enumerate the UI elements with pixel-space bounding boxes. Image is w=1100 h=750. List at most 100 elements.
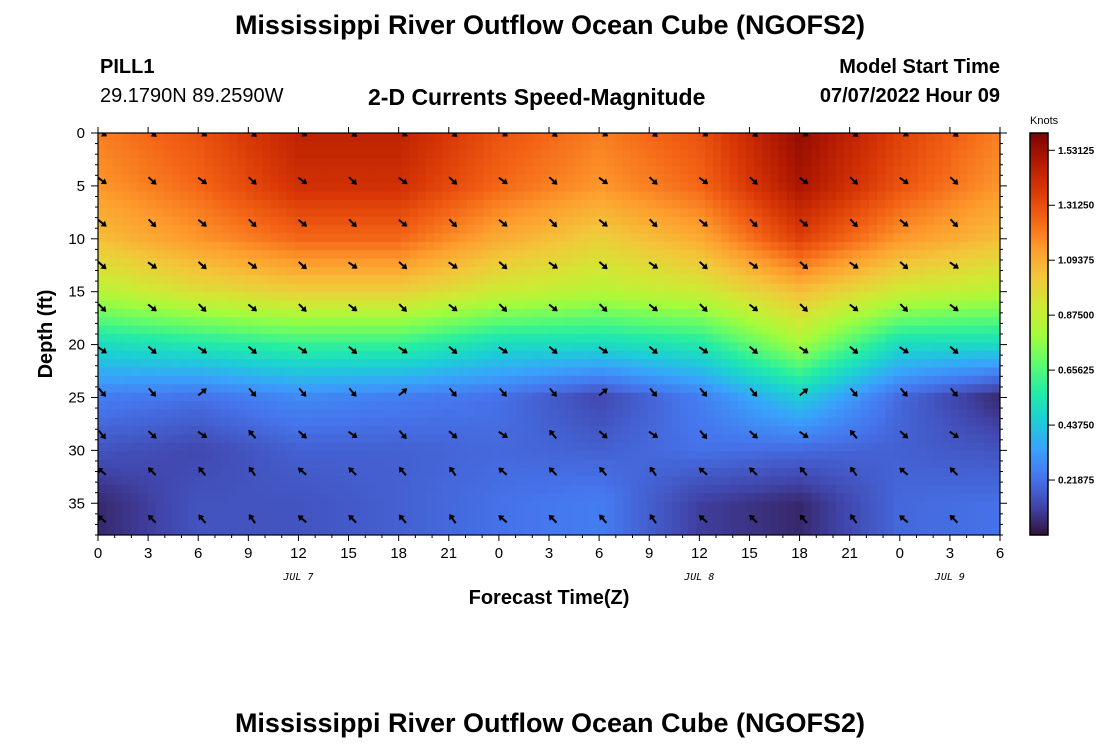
heat-cell xyxy=(434,250,443,260)
heat-cell xyxy=(253,409,263,419)
heat-cell xyxy=(598,484,607,494)
heat-cell xyxy=(836,442,845,452)
heat-cell xyxy=(688,442,698,452)
heat-cell xyxy=(942,459,952,469)
heat-cell xyxy=(130,183,140,193)
heat-cell xyxy=(262,367,271,377)
heat-cell xyxy=(959,375,968,385)
heat-cell xyxy=(565,174,575,184)
heat-cell xyxy=(696,149,706,159)
heat-cell xyxy=(139,241,148,251)
heat-cell xyxy=(745,401,755,410)
heat-cell xyxy=(98,451,107,461)
heat-cell xyxy=(631,208,640,218)
heat-cell xyxy=(237,392,247,402)
heat-cell xyxy=(188,158,197,168)
heat-cell xyxy=(795,350,804,360)
heat-cell xyxy=(212,350,222,360)
heat-cell xyxy=(491,149,501,159)
heat-cell xyxy=(270,509,279,519)
heat-cell xyxy=(844,459,853,469)
heat-cell xyxy=(893,174,903,184)
heat-cell xyxy=(983,283,993,293)
heat-cell xyxy=(171,208,181,218)
heat-cell xyxy=(877,451,886,461)
heat-cell xyxy=(122,183,132,193)
heat-cell xyxy=(122,275,132,285)
heat-cell xyxy=(483,359,493,369)
heat-cell xyxy=(631,409,640,419)
heat-cell xyxy=(836,392,845,402)
heat-cell xyxy=(467,258,476,268)
heat-cell xyxy=(942,317,952,327)
heat-cell xyxy=(458,141,468,151)
heat-cell xyxy=(212,267,222,276)
heat-cell xyxy=(844,350,853,360)
heat-cell xyxy=(549,258,558,268)
heat-cell xyxy=(393,141,402,151)
heat-cell xyxy=(663,476,673,486)
heat-cell xyxy=(237,434,247,444)
heat-cell xyxy=(483,468,493,477)
heat-cell xyxy=(975,375,985,385)
heat-cell xyxy=(130,166,140,176)
heat-cell xyxy=(614,149,624,159)
heat-cell xyxy=(893,417,903,427)
heat-cell xyxy=(680,409,689,419)
heat-cell xyxy=(803,275,812,285)
heat-cell xyxy=(540,233,550,243)
heat-cell xyxy=(286,292,296,302)
heat-cell xyxy=(262,442,271,452)
heat-cell xyxy=(737,133,747,142)
heat-cell xyxy=(106,208,115,218)
heat-cell xyxy=(704,200,714,209)
heat-cell xyxy=(754,334,763,343)
heat-cell xyxy=(98,233,107,243)
heat-cell xyxy=(475,501,484,511)
heat-cell xyxy=(549,325,558,335)
heat-cell xyxy=(918,317,927,327)
heat-cell xyxy=(622,384,632,394)
heat-cell xyxy=(139,359,148,369)
heat-cell xyxy=(352,459,361,469)
heat-cell xyxy=(294,409,304,419)
heat-cell xyxy=(680,325,689,335)
heat-cell xyxy=(795,434,804,444)
heat-cell xyxy=(212,484,222,494)
heat-cell xyxy=(991,149,1000,159)
heat-cell xyxy=(770,501,780,511)
heat-cell xyxy=(483,250,493,260)
heat-cell xyxy=(901,149,911,159)
heat-cell xyxy=(729,300,739,310)
heat-cell xyxy=(622,233,632,243)
heat-cell xyxy=(918,451,927,461)
heat-cell xyxy=(319,133,329,142)
heat-cell xyxy=(860,459,870,469)
heat-cell xyxy=(598,308,607,318)
heat-cell xyxy=(754,434,763,444)
heat-cell xyxy=(360,275,370,285)
heat-cell xyxy=(795,308,804,318)
heat-cell xyxy=(901,241,911,251)
heat-cell xyxy=(499,417,509,427)
heat-cell xyxy=(860,384,870,394)
heat-cell xyxy=(270,191,279,201)
heat-cell xyxy=(417,493,427,503)
heat-cell xyxy=(565,133,575,142)
heat-cell xyxy=(508,183,517,193)
heat-cell xyxy=(335,275,345,285)
heat-cell xyxy=(672,191,681,201)
heat-cell xyxy=(934,275,944,285)
heat-cell xyxy=(959,292,968,302)
heat-cell xyxy=(270,384,279,394)
heat-cell xyxy=(319,367,329,377)
heat-cell xyxy=(639,166,648,176)
heat-cell xyxy=(327,325,337,335)
heat-cell xyxy=(639,484,648,494)
heat-cell xyxy=(991,359,1000,369)
heat-cell xyxy=(704,283,714,293)
heat-cell xyxy=(557,434,566,444)
heat-cell xyxy=(803,149,812,159)
heat-cell xyxy=(614,308,624,318)
heat-cell xyxy=(901,208,911,218)
